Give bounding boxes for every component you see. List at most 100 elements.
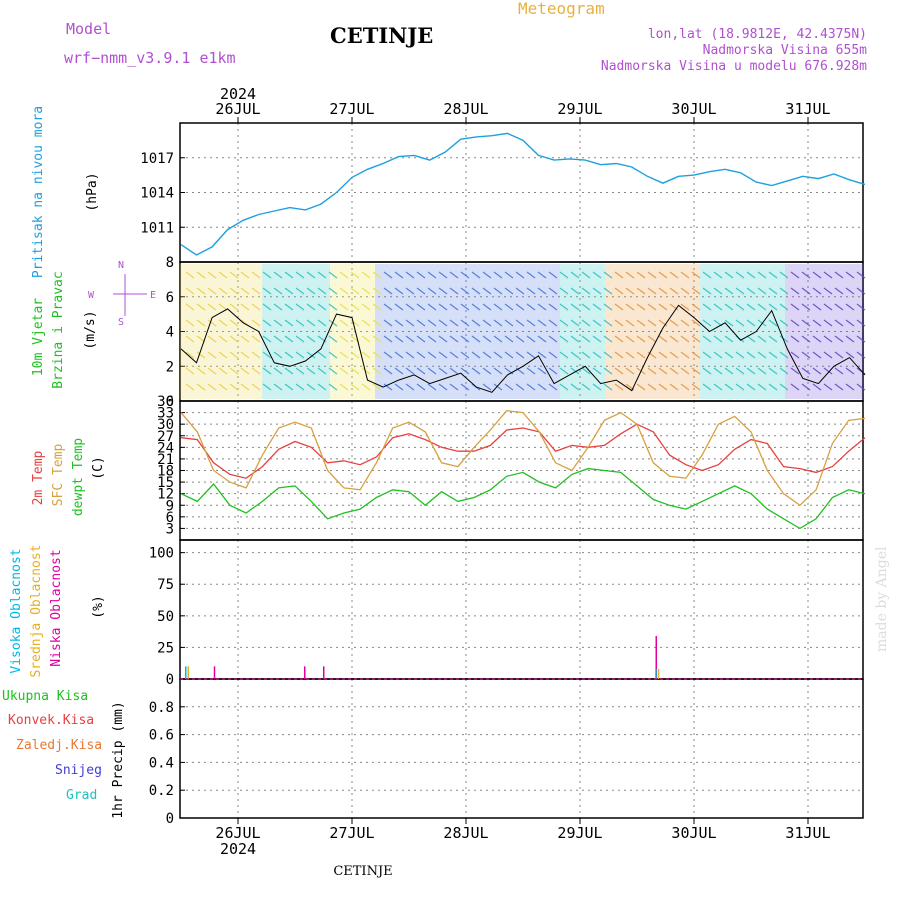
wind-barb bbox=[416, 335, 426, 343]
wind-barb bbox=[603, 303, 613, 311]
wind-barb bbox=[317, 319, 327, 327]
wind-barb bbox=[636, 335, 646, 343]
wind-barb bbox=[526, 383, 536, 391]
wind-barb bbox=[823, 271, 833, 279]
wind-barb bbox=[548, 367, 558, 375]
wind-barb bbox=[350, 383, 360, 391]
wind-barb bbox=[427, 319, 437, 327]
wind-barb bbox=[691, 303, 701, 311]
wind-barb bbox=[691, 319, 701, 327]
wind-barb bbox=[295, 303, 305, 311]
wind-barb bbox=[284, 383, 294, 391]
wind-barb bbox=[218, 271, 228, 279]
wind-barb bbox=[218, 335, 228, 343]
wind-barb bbox=[317, 367, 327, 375]
wind-barb bbox=[636, 351, 646, 359]
wind-barb bbox=[229, 303, 239, 311]
y-tick-label: 0.4 bbox=[149, 755, 174, 771]
wind-barb bbox=[647, 383, 657, 391]
wind-barb bbox=[603, 271, 613, 279]
wind-barb bbox=[647, 335, 657, 343]
wind-barb bbox=[416, 319, 426, 327]
wind-barb bbox=[196, 367, 206, 375]
wind-barb bbox=[504, 383, 514, 391]
wind-barb bbox=[493, 303, 503, 311]
wind-barb bbox=[779, 383, 789, 391]
wind-barb bbox=[350, 287, 360, 295]
y-tick-label: 2 bbox=[166, 359, 174, 375]
wind-barb bbox=[218, 351, 228, 359]
wind-barb bbox=[548, 303, 558, 311]
wind-barb bbox=[207, 367, 217, 375]
wind-barb bbox=[856, 271, 866, 279]
wind-barb bbox=[438, 319, 448, 327]
wind-barb bbox=[262, 303, 272, 311]
wind-barb bbox=[834, 367, 844, 375]
wind-barb bbox=[812, 383, 822, 391]
wind-barb bbox=[394, 319, 404, 327]
wind-barb bbox=[768, 335, 778, 343]
wind-barb bbox=[185, 367, 195, 375]
wind-barb bbox=[361, 303, 371, 311]
wind-barb bbox=[746, 287, 756, 295]
wind-barb bbox=[372, 287, 382, 295]
wind-barb bbox=[856, 351, 866, 359]
wind-barb bbox=[603, 335, 613, 343]
wind-barb bbox=[185, 335, 195, 343]
wind-barb bbox=[559, 271, 569, 279]
temp-dewpt-line bbox=[180, 467, 866, 530]
wind-barb bbox=[207, 271, 217, 279]
wind-barb bbox=[515, 335, 525, 343]
wind-barb bbox=[273, 367, 283, 375]
wind-barb bbox=[416, 367, 426, 375]
wind-barb bbox=[218, 383, 228, 391]
wind-barb bbox=[284, 351, 294, 359]
wind-barb bbox=[295, 319, 305, 327]
wind-barb bbox=[790, 271, 800, 279]
wind-barb bbox=[570, 383, 580, 391]
wind-barb bbox=[361, 319, 371, 327]
wind-barb bbox=[526, 271, 536, 279]
panels: 1011101410170246836912151821242730333602… bbox=[140, 117, 866, 827]
temp-sfc-line bbox=[180, 410, 866, 507]
dewpt-label: dewpt Temp bbox=[71, 438, 86, 516]
y-tick-label: 4 bbox=[166, 325, 174, 341]
wind-barb bbox=[427, 287, 437, 295]
wind-barb bbox=[405, 319, 415, 327]
wind-barb bbox=[746, 319, 756, 327]
wind-barb bbox=[581, 383, 591, 391]
bottom-day-label: 26JUL bbox=[215, 824, 260, 842]
wind-barb bbox=[427, 303, 437, 311]
wind-barb bbox=[537, 367, 547, 375]
wind-barb bbox=[823, 351, 833, 359]
wind-barb-band bbox=[180, 264, 262, 399]
wind-barb bbox=[570, 287, 580, 295]
wind-barb bbox=[482, 367, 492, 375]
wind-barb bbox=[229, 335, 239, 343]
y-tick-label: 3 bbox=[166, 521, 174, 537]
wind-barb bbox=[504, 319, 514, 327]
wind-barb bbox=[405, 287, 415, 295]
wind-barb bbox=[383, 367, 393, 375]
wind-barb bbox=[427, 351, 437, 359]
wind-barb bbox=[757, 287, 767, 295]
wind-barb bbox=[284, 367, 294, 375]
wind-barb bbox=[504, 271, 514, 279]
wind-barb bbox=[812, 335, 822, 343]
wind-barb bbox=[845, 335, 855, 343]
wind-barb bbox=[823, 383, 833, 391]
wind-label-2: Brzina i Pravac bbox=[51, 271, 66, 388]
wind-barb bbox=[823, 287, 833, 295]
sfc-label: SFC Temp bbox=[51, 444, 66, 507]
wind-barb bbox=[251, 383, 261, 391]
wind-barb bbox=[680, 287, 690, 295]
wind-barb bbox=[240, 383, 250, 391]
wind-barb bbox=[284, 271, 294, 279]
wind-barb bbox=[460, 351, 470, 359]
wind-barb bbox=[625, 287, 635, 295]
wind-barb bbox=[592, 271, 602, 279]
wind-barb bbox=[262, 367, 272, 375]
wind-barb bbox=[196, 383, 206, 391]
wind-barb bbox=[581, 271, 591, 279]
wind-barb bbox=[449, 271, 459, 279]
